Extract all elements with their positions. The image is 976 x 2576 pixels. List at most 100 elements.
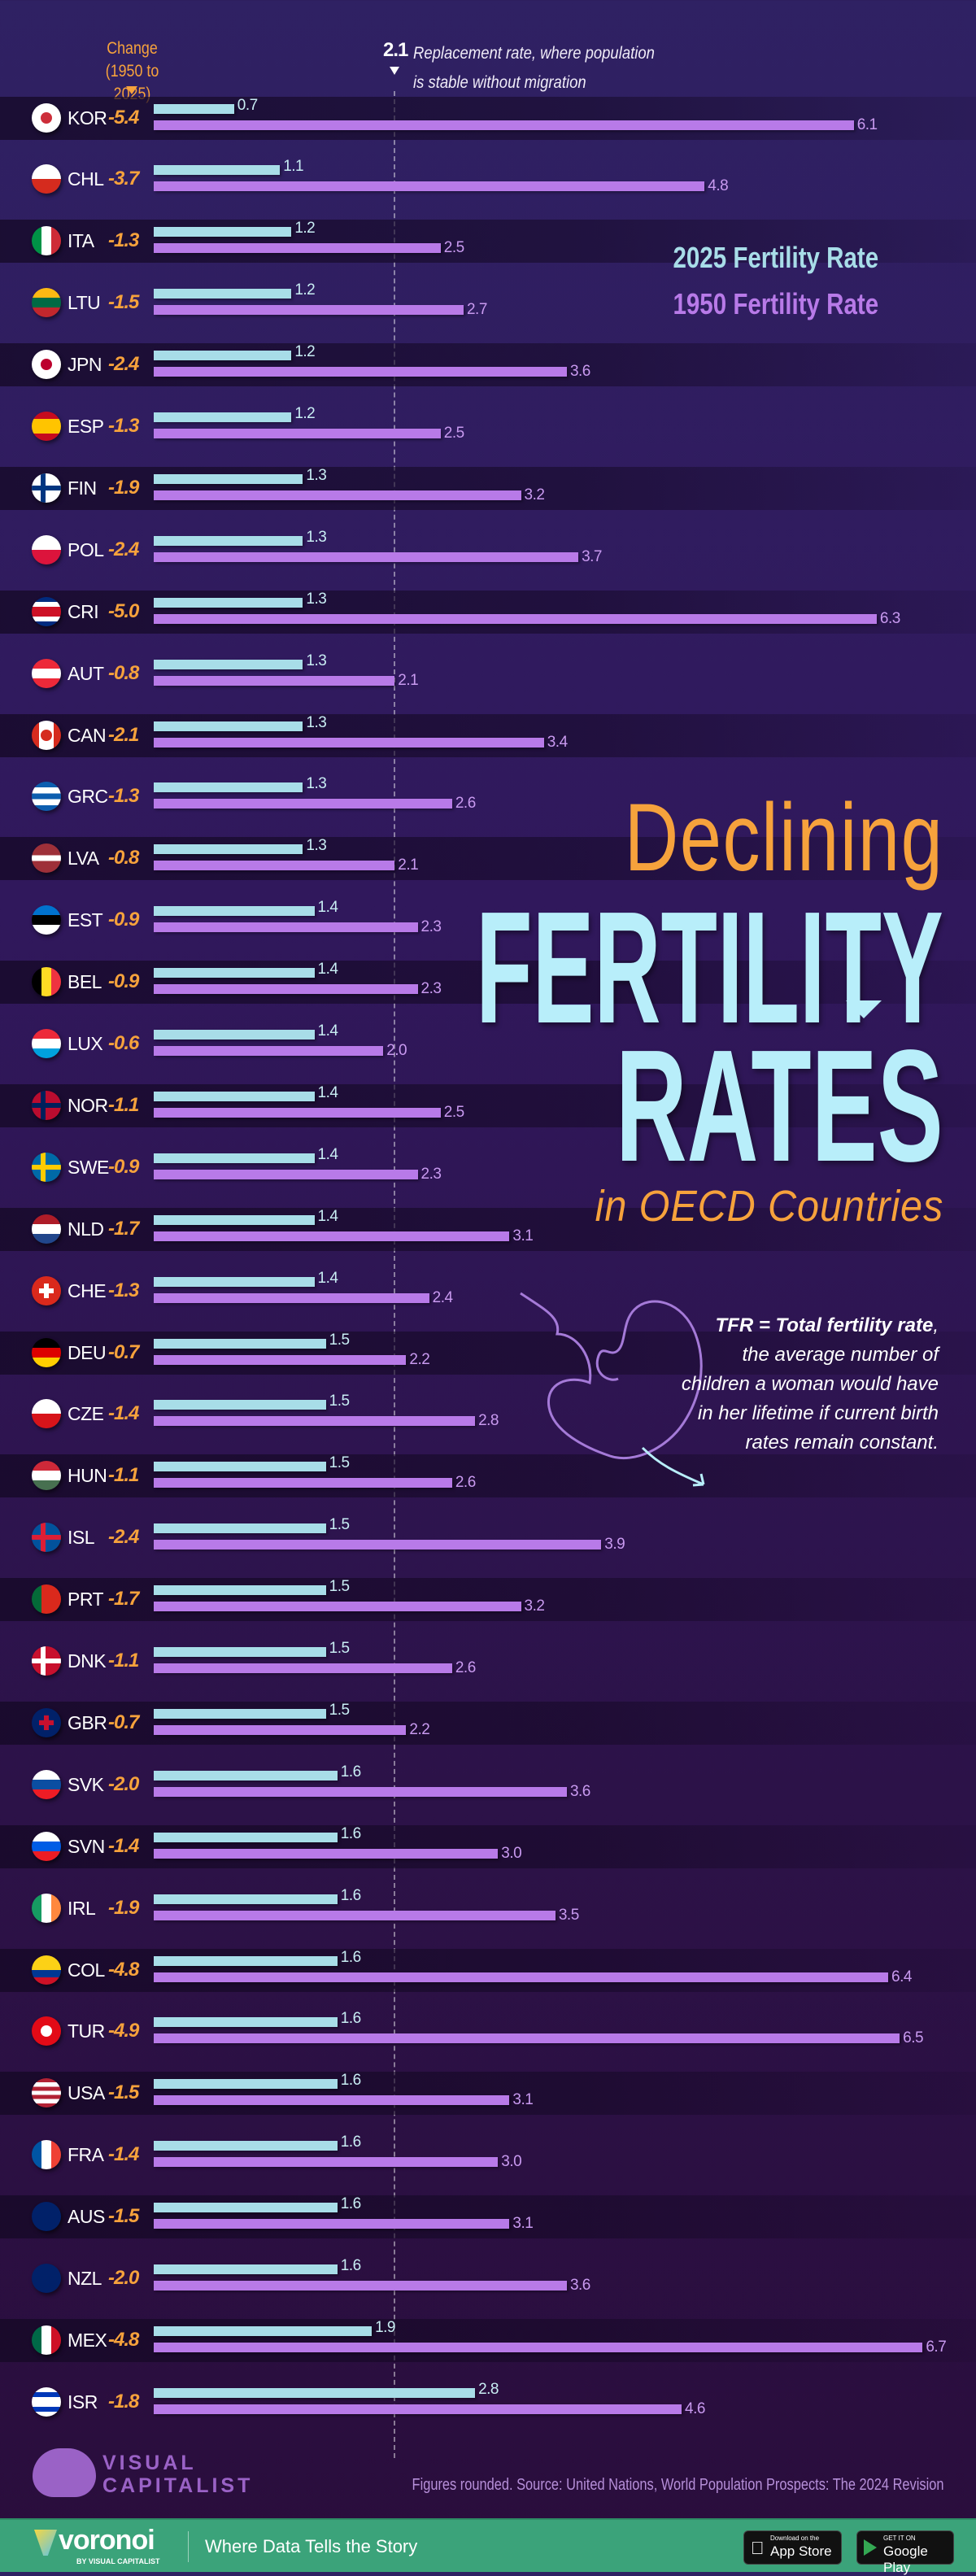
- replacement-note-line2: is stable without migration: [413, 73, 586, 92]
- replacement-value: 2.1: [383, 39, 408, 61]
- bar-1950: [154, 120, 854, 130]
- flag-nor-icon: [32, 1090, 61, 1120]
- country-code: SVN: [68, 1835, 105, 1857]
- value-label-2025: 1.5: [329, 1331, 350, 1349]
- table-row: CHE -1.3 1.4 2.4: [0, 1270, 976, 1313]
- flag-cze-icon: [32, 1399, 61, 1429]
- table-row: SVK -2.0 1.6 3.6: [0, 1763, 976, 1807]
- flag-nzl-icon: [32, 2264, 61, 2293]
- value-label-2025: 1.4: [317, 1083, 338, 1101]
- bar-1950: [154, 675, 395, 686]
- flag-hun-icon: [32, 1461, 61, 1491]
- value-label-1950: 2.8: [478, 1412, 499, 1430]
- change-value: -0.7: [108, 1711, 139, 1733]
- bar-1950: [154, 551, 579, 562]
- country-code: CAN: [68, 724, 107, 746]
- bar-2025: [154, 412, 292, 422]
- app-store-button[interactable]:  Download on the App Store: [743, 2530, 842, 2565]
- tfr-note-comma: ,: [933, 1314, 939, 1336]
- bar-1950: [154, 1354, 407, 1365]
- down-arrow-icon: [846, 1000, 882, 1018]
- change-value: -5.0: [108, 599, 139, 622]
- tfr-note-line: in her lifetime if current birth: [697, 1402, 939, 1424]
- bar-1950: [154, 861, 395, 871]
- row-band: [0, 713, 976, 757]
- legend-1950: 1950 Fertility Rate: [673, 287, 878, 320]
- table-row: KOR -5.4 0.7 6.1: [0, 97, 976, 140]
- value-label-2025: 1.6: [340, 2010, 361, 2028]
- change-value: -0.9: [108, 970, 139, 993]
- table-row: LUX -0.6 1.4 2.0: [0, 1022, 976, 1066]
- voronoi-logo-text[interactable]: voronoi: [59, 2525, 155, 2556]
- table-row: FIN -1.9 1.3 3.2: [0, 467, 976, 510]
- country-code: LVA: [68, 848, 99, 870]
- value-label-1950: 6.7: [926, 2338, 947, 2356]
- bar-1950: [154, 1416, 476, 1427]
- bar-2025: [154, 659, 303, 669]
- flag-cross: [32, 1535, 61, 1541]
- change-label: Change: [107, 39, 158, 58]
- vc-logo-text-1: VISUAL: [102, 2452, 197, 2474]
- value-label-1950: 2.1: [398, 856, 419, 874]
- value-label-1950: 3.6: [569, 363, 590, 381]
- bar-1950: [154, 2219, 510, 2229]
- value-label-1950: 4.6: [685, 2399, 705, 2417]
- row-band: [0, 961, 976, 1005]
- value-label-1950: 2.6: [455, 1474, 476, 1492]
- value-label-1950: 2.3: [420, 918, 442, 936]
- table-row: TUR -4.9 1.6 6.5: [0, 2010, 976, 2053]
- country-code: ISR: [68, 2391, 98, 2413]
- row-band: [0, 1454, 976, 1498]
- bar-2025: [154, 597, 303, 608]
- table-row: CAN -2.1 1.3 3.4: [0, 714, 976, 757]
- visual-capitalist-logo: VISUAL CAPITALIST: [33, 2448, 252, 2497]
- change-value: -2.0: [108, 1772, 139, 1795]
- google-play-button[interactable]: GET IT ON Google Play: [856, 2530, 954, 2575]
- value-label-2025: 1.4: [317, 899, 338, 917]
- country-code: AUT: [68, 662, 104, 684]
- table-row: JPN -2.4 1.2 3.6: [0, 343, 976, 386]
- country-code: GRC: [68, 786, 108, 808]
- table-row: CRI -5.0 1.3 6.3: [0, 591, 976, 634]
- flag-aus-icon: [32, 2202, 61, 2232]
- bar-2025: [154, 1462, 326, 1472]
- country-code: NLD: [68, 1218, 104, 1240]
- change-value: -1.4: [108, 1834, 139, 1857]
- table-row: COL -4.8 1.6 6.4: [0, 1949, 976, 1992]
- flag-grc-icon: [32, 782, 61, 812]
- title-rates: RATES: [616, 1017, 943, 1195]
- country-code: LTU: [68, 292, 101, 314]
- title-declining: Declining: [624, 784, 943, 891]
- value-label-1950: 2.1: [398, 671, 419, 689]
- flag-pol-icon: [32, 534, 61, 564]
- footer-divider: [188, 2531, 189, 2562]
- row-band: [0, 1701, 976, 1745]
- country-code: DEU: [68, 1341, 107, 1363]
- bar-1950: [154, 1910, 556, 1920]
- bar-1950: [154, 737, 544, 748]
- change-value: -1.5: [108, 291, 139, 314]
- value-label-2025: 1.2: [294, 405, 316, 422]
- bar-2025: [154, 1585, 326, 1596]
- country-code: ITA: [68, 230, 94, 252]
- flag-jpn-icon: [32, 350, 61, 380]
- table-row: ISR -1.8 2.8 4.6: [0, 2381, 976, 2424]
- bar-2025: [154, 535, 303, 546]
- voronoi-logo-icon: [34, 2530, 57, 2556]
- value-label-1950: 6.4: [891, 1968, 912, 1985]
- value-label-2025: 1.5: [329, 1454, 350, 1472]
- bar-1950: [154, 1786, 567, 1797]
- bar-2025: [154, 782, 303, 793]
- bar-2025: [154, 1708, 326, 1719]
- voronoi-logo-sub: BY VISUAL CAPITALIST: [76, 2557, 160, 2565]
- bar-2025: [154, 1647, 326, 1657]
- table-row: ISL -2.4 1.5 3.9: [0, 1516, 976, 1559]
- apple-icon: : [751, 2538, 765, 2559]
- bar-2025: [154, 1214, 315, 1225]
- country-code: CHL: [68, 168, 104, 190]
- change-value: -0.6: [108, 1032, 139, 1054]
- app-store-big: App Store: [770, 2543, 832, 2559]
- change-value: -1.3: [108, 415, 139, 437]
- flag-cross: [32, 1658, 61, 1663]
- tfr-note-bold: TFR = Total fertility rate: [715, 1314, 934, 1336]
